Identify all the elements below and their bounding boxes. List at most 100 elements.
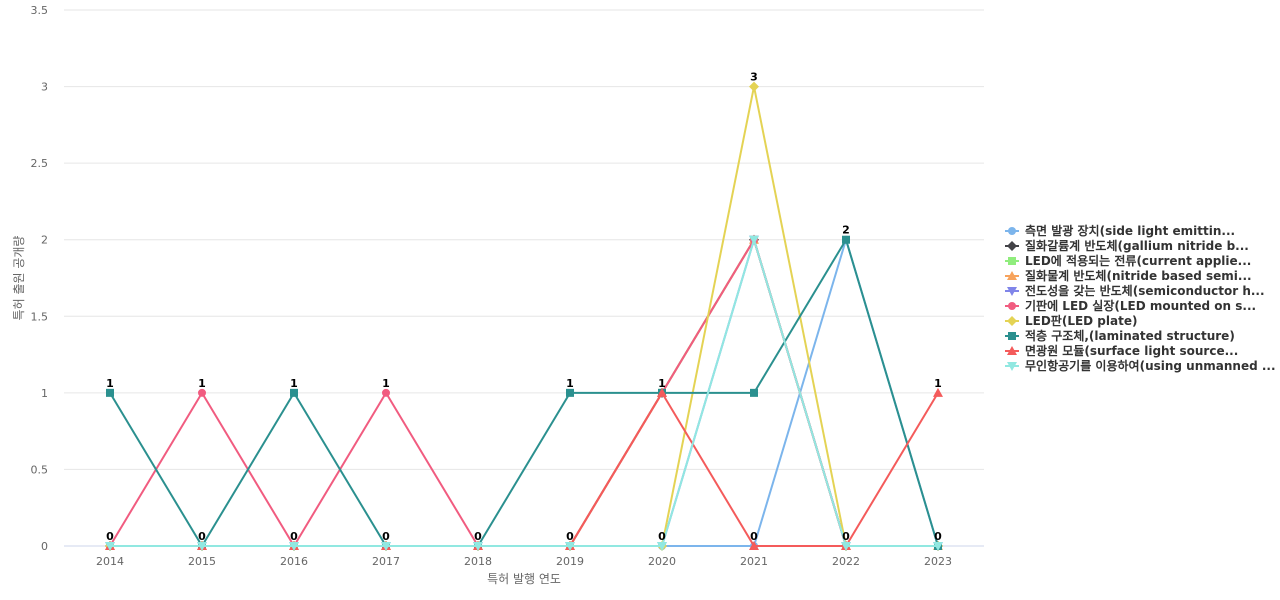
y-tick-label: 0 — [41, 540, 48, 553]
y-axis-title: 특허 출원 공개량 — [12, 236, 26, 321]
data-point[interactable] — [565, 542, 575, 551]
series-line[interactable] — [109, 238, 939, 547]
x-tick-label: 2015 — [188, 555, 216, 568]
data-point[interactable] — [749, 81, 759, 92]
data-point[interactable] — [933, 387, 943, 397]
data-label: 0 — [474, 530, 482, 543]
data-label: 1 — [566, 377, 574, 390]
legend-item[interactable]: 전도성을 갖는 반도체(semiconductor h... — [1005, 283, 1265, 298]
series-lines — [105, 81, 943, 551]
axes: 0 0.5 1 1.5 2 2.5 3 3.5 2014 2015 2016 2017 2018 2019… — [31, 4, 953, 568]
x-tick-label: 2020 — [648, 555, 676, 568]
legend-item[interactable]: 질화갈륨계 반도체(gallium nitride b... — [1005, 238, 1249, 253]
data-point[interactable] — [381, 542, 391, 551]
legend-marker — [1007, 346, 1017, 355]
legend-label: 질화물계 반도체(nitride based semi... — [1025, 268, 1252, 283]
data-label: 1 — [198, 377, 206, 390]
data-point[interactable] — [290, 388, 298, 397]
legend-label: 적층 구조체,(laminated structure) — [1025, 328, 1235, 343]
y-tick-label: 1.5 — [31, 310, 49, 323]
y-tick-label: 0.5 — [31, 463, 49, 476]
legend-marker — [1007, 362, 1017, 371]
data-label: 1 — [934, 377, 942, 390]
data-point[interactable] — [106, 388, 114, 397]
legend-item[interactable]: LED에 적용되는 전류(current applie... — [1005, 253, 1251, 268]
legend-marker — [1008, 257, 1016, 265]
legend-item[interactable]: 무인항공기를 이용하여(using unmanned ... — [1005, 358, 1276, 373]
data-point[interactable] — [198, 388, 206, 397]
legend-item[interactable]: 면광원 모듈(surface light source... — [1005, 343, 1238, 358]
data-label: 1 — [382, 377, 390, 390]
data-point[interactable] — [841, 542, 851, 551]
data-label-zero: 0 — [658, 530, 666, 543]
legend-label: 무인항공기를 이용하여(using unmanned ... — [1025, 358, 1276, 373]
grid-lines — [64, 9, 984, 547]
data-point[interactable] — [933, 542, 943, 551]
x-tick-label: 2023 — [924, 555, 952, 568]
legend-item[interactable]: 측면 발광 장치(side light emittin... — [1005, 223, 1235, 238]
legend-item[interactable]: 기판에 LED 실장(LED mounted on s... — [1005, 298, 1256, 313]
data-label: 1 — [290, 377, 298, 390]
data-label-zero: 0 — [106, 530, 114, 543]
legend-item[interactable]: 질화물계 반도체(nitride based semi... — [1005, 268, 1252, 283]
legend[interactable]: 측면 발광 장치(side light emittin...질화갈륨계 반도체(… — [1005, 223, 1276, 373]
data-label-zero: 0 — [566, 530, 574, 543]
x-axis-title: 특허 발행 연도 — [487, 571, 561, 586]
data-point[interactable] — [566, 388, 574, 397]
y-tick-label: 1 — [41, 387, 48, 400]
x-tick-label: 2017 — [372, 555, 400, 568]
data-point[interactable] — [749, 541, 759, 550]
data-label-zero: 0 — [842, 530, 850, 543]
data-label: 3 — [750, 71, 758, 84]
legend-label: 면광원 모듈(surface light source... — [1025, 343, 1238, 358]
data-point[interactable] — [657, 542, 667, 551]
x-tick-label: 2022 — [832, 555, 860, 568]
legend-marker — [1008, 302, 1016, 310]
series-line[interactable] — [109, 238, 939, 547]
data-label-zero: 0 — [750, 530, 758, 543]
data-label-zero: 0 — [290, 530, 298, 543]
data-labels: 1 1 1 1 0 1 1 3 2 1 0 0 0 0 0 0 0 0 0 — [106, 71, 942, 543]
legend-item[interactable]: 적층 구조체,(laminated structure) — [1005, 328, 1235, 343]
legend-label: LED판(LED plate) — [1025, 313, 1137, 328]
legend-label: 측면 발광 장치(side light emittin... — [1025, 223, 1235, 238]
x-tick-label: 2014 — [96, 555, 124, 568]
data-label: 1 — [106, 377, 114, 390]
x-tick-label: 2016 — [280, 555, 308, 568]
legend-marker — [1007, 287, 1017, 296]
y-tick-label: 3.5 — [31, 4, 49, 17]
x-tick-label: 2021 — [740, 555, 768, 568]
data-point[interactable] — [289, 542, 299, 551]
data-point[interactable] — [382, 388, 390, 397]
y-tick-label: 2.5 — [31, 157, 49, 170]
data-label: 2 — [842, 224, 850, 237]
legend-label: LED에 적용되는 전류(current applie... — [1025, 253, 1251, 268]
legend-label: 기판에 LED 실장(LED mounted on s... — [1025, 298, 1256, 313]
data-point[interactable] — [197, 542, 207, 551]
legend-item[interactable]: LED판(LED plate) — [1005, 313, 1137, 328]
legend-marker — [1008, 332, 1016, 340]
data-point[interactable] — [842, 235, 850, 244]
x-tick-label: 2019 — [556, 555, 584, 568]
data-point[interactable] — [750, 388, 758, 397]
legend-marker — [1008, 227, 1016, 235]
data-point[interactable] — [105, 542, 115, 551]
legend-marker — [1007, 271, 1017, 280]
legend-marker — [1007, 316, 1017, 326]
legend-label: 전도성을 갖는 반도체(semiconductor h... — [1025, 283, 1265, 298]
data-label-zero: 0 — [934, 530, 942, 543]
legend-label: 질화갈륨계 반도체(gallium nitride b... — [1025, 238, 1249, 253]
y-tick-label: 2 — [41, 234, 48, 247]
data-point[interactable] — [749, 235, 759, 245]
data-label-zero: 0 — [382, 530, 390, 543]
data-point[interactable] — [473, 542, 483, 551]
x-tick-label: 2018 — [464, 555, 492, 568]
legend-marker — [1007, 241, 1017, 251]
data-label-zero: 0 — [198, 530, 206, 543]
y-tick-label: 3 — [41, 81, 48, 94]
series-10[interactable] — [105, 235, 943, 551]
data-point[interactable] — [657, 387, 667, 397]
series-4[interactable] — [105, 234, 943, 550]
